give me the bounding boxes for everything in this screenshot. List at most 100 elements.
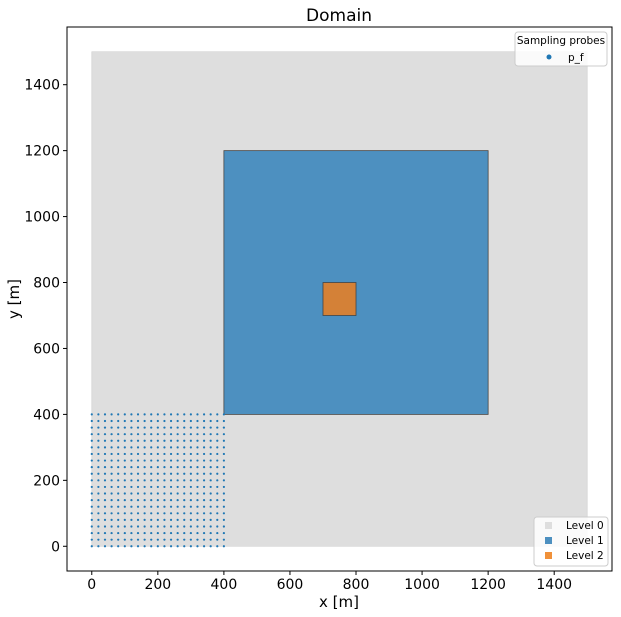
probe-point: [110, 525, 113, 528]
probe-point: [90, 439, 93, 442]
probe-point: [169, 531, 173, 535]
probe-point: [209, 505, 212, 508]
probe-point: [97, 426, 100, 429]
probe-point: [169, 426, 173, 429]
probe-point: [163, 433, 166, 436]
probe-point: [169, 485, 173, 489]
probe-point: [90, 492, 93, 495]
probe-point: [117, 531, 120, 535]
probe-point: [136, 485, 140, 489]
probe-point: [156, 433, 159, 436]
probe-point: [183, 492, 186, 495]
probe-point: [110, 472, 113, 475]
probe-point: [136, 525, 140, 528]
probe-point: [143, 531, 146, 535]
probe-point: [209, 485, 212, 489]
probe-point: [183, 518, 186, 521]
probe-point: [163, 426, 166, 429]
probe-point: [90, 505, 93, 508]
probe-point: [183, 525, 186, 528]
probe-point: [163, 531, 166, 535]
probe-point: [202, 538, 206, 541]
probe-point: [123, 545, 126, 548]
probe-point: [130, 452, 133, 456]
probe-point: [143, 446, 146, 449]
probe-point: [209, 492, 212, 495]
probe-point: [202, 426, 206, 429]
probe-point: [90, 426, 93, 429]
probe-point: [216, 525, 219, 528]
probe-point: [189, 426, 192, 429]
x-tick-label: 1200: [470, 577, 506, 593]
probe-point: [176, 492, 179, 495]
level-2-legend-label: Level 2: [566, 550, 604, 562]
probe-point: [183, 413, 186, 416]
probe-point: [196, 538, 199, 541]
probe-point: [183, 439, 186, 442]
probe-point: [143, 472, 146, 475]
probe-point: [169, 545, 173, 548]
probes-legend-box: [514, 31, 608, 67]
probe-point: [97, 531, 100, 535]
probe-point: [136, 419, 140, 423]
probe-point: [196, 439, 199, 442]
probe-point: [90, 433, 93, 436]
probe-point: [117, 426, 120, 429]
probe-point: [143, 459, 146, 462]
probe-point: [183, 466, 186, 469]
probe-point: [150, 518, 153, 521]
probe-point: [216, 545, 219, 548]
probe-point: [130, 479, 133, 482]
probe-point: [189, 492, 192, 495]
y-axis-ticks: 0 200 400 600 800 1000 1200 1400: [24, 78, 67, 555]
probe-point: [196, 492, 199, 495]
probe-point: [110, 492, 113, 495]
level-1-swatch: [545, 537, 552, 544]
probe-point: [143, 512, 146, 515]
probe-point: [143, 545, 146, 548]
probe-point: [196, 512, 199, 515]
probe-point: [123, 525, 126, 528]
probe-point: [136, 531, 140, 535]
y-tick-label: 200: [33, 473, 60, 489]
probe-point: [176, 499, 179, 502]
probe-point: [163, 545, 166, 548]
probe-point: [222, 485, 225, 489]
y-axis-label: y [m]: [5, 279, 23, 319]
probe-point: [169, 472, 173, 475]
probe-point: [150, 538, 153, 541]
probe-point: [176, 439, 179, 442]
probe-point: [202, 446, 206, 449]
probe-point: [209, 439, 212, 442]
probe-point: [130, 426, 133, 429]
probe-point: [97, 512, 100, 515]
probe-point: [103, 499, 107, 502]
probe-point: [202, 518, 206, 521]
probe-point: [156, 545, 159, 548]
probe-point: [156, 525, 159, 528]
probe-point: [110, 446, 113, 449]
probe-point: [202, 413, 206, 416]
probe-point: [123, 452, 126, 456]
probe-point: [169, 479, 173, 482]
probe-point: [103, 452, 107, 456]
y-tick-label: 800: [33, 276, 60, 292]
probe-point: [123, 466, 126, 469]
y-tick-label: 400: [33, 407, 60, 423]
probe-point: [117, 479, 120, 482]
probe-point: [156, 419, 159, 423]
probe-point: [222, 439, 225, 442]
x-tick-label: 800: [343, 577, 370, 593]
probe-point: [123, 433, 126, 436]
probe-point: [90, 419, 93, 423]
probe-point: [110, 459, 113, 462]
probe-point: [189, 446, 192, 449]
probe-point: [117, 499, 120, 502]
probe-point: [110, 466, 113, 469]
x-tick-label: 400: [211, 577, 238, 593]
probe-point: [202, 505, 206, 508]
probe-point: [110, 538, 113, 541]
probe-point: [209, 466, 212, 469]
probe-point: [103, 492, 107, 495]
probe-point: [103, 525, 107, 528]
